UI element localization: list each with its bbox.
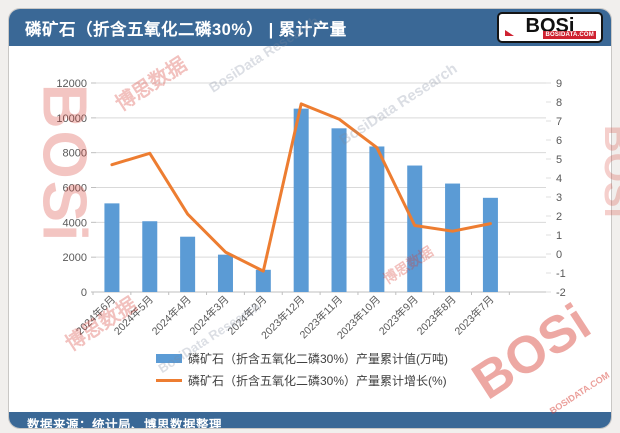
page-title: 磷矿石（折含五氧化二磷30%） | 累计产量 — [25, 20, 347, 39]
legend: 磷矿石（折含五氧化二磷30%）产量累计值(万吨) 磷矿石（折含五氧化二磷30%）… — [156, 350, 448, 389]
bar — [142, 221, 158, 292]
bar — [445, 183, 461, 292]
bar — [255, 269, 271, 292]
bar — [104, 203, 120, 292]
bar — [407, 165, 423, 292]
bar — [482, 197, 498, 292]
y-axis-label-left: 4000 — [63, 217, 87, 229]
legend-bar-label: 磷矿石（折含五氧化二磷30%）产量累计值(万吨) — [188, 352, 449, 366]
logo-text: BOSi — [525, 14, 575, 37]
footer-bar: 数据来源：统计局、博思数据整理 — [9, 412, 611, 429]
y-axis-label-right: 5 — [556, 154, 562, 166]
y-axis-label-left: 0 — [81, 287, 87, 299]
x-axis-label: 2024年6月 — [73, 293, 118, 338]
y-axis-label-right: 3 — [556, 192, 562, 204]
legend-bar-swatch — [156, 354, 182, 363]
data-source-text: 数据来源：统计局、博思数据整理 — [27, 418, 223, 429]
chart-area: 0 2000 4000 6000 8000 10000 12000 -2 -1 0 1 2 3 4 5 6 7 8… — [9, 46, 611, 412]
logo-site-text: BOSIDATA.COM — [543, 31, 596, 39]
y-axis-label-right: 8 — [556, 97, 562, 109]
y-axis-label-left: 12000 — [56, 78, 87, 90]
bar — [331, 128, 347, 292]
y-axis-label-right: -2 — [556, 287, 566, 299]
y-axis-label-left: 6000 — [63, 183, 87, 195]
x-axis-label: 2024年5月 — [111, 293, 156, 338]
y-axis-label-right: 7 — [556, 116, 562, 128]
bar — [369, 146, 385, 292]
header-bar: 磷矿石（折含五氧化二磷30%） | 累计产量 BOSi BOSIDATA.COM — [9, 9, 611, 46]
y-axis-label-left: 2000 — [63, 252, 87, 264]
y-axis-label-left: 10000 — [56, 113, 87, 125]
legend-item-bar: 磷矿石（折含五氧化二磷30%）产量累计值(万吨) — [156, 350, 448, 367]
combo-chart: 0 2000 4000 6000 8000 10000 12000 -2 -1 0 1 2 3 4 5 6 7 8… — [56, 78, 566, 342]
logo-triangle-icon — [505, 30, 514, 36]
y-axis-label-right: 9 — [556, 78, 562, 90]
x-axis-label: 2023年7月 — [452, 293, 497, 338]
legend-item-line: 磷矿石（折含五氧化二磷30%）产量累计增长(%) — [156, 372, 448, 389]
x-axis-label: 2023年9月 — [376, 293, 421, 338]
bosi-logo: BOSi BOSIDATA.COM — [497, 12, 603, 43]
x-axis-label: 2024年4月 — [149, 293, 194, 338]
y-axis-label-left: 8000 — [63, 148, 87, 160]
y-axis-label-right: 1 — [556, 230, 562, 242]
legend-line-swatch — [156, 379, 182, 382]
bar — [180, 236, 196, 292]
chart-card: 磷矿石（折含五氧化二磷30%） | 累计产量 BOSi BOSIDATA.COM… — [8, 8, 612, 429]
y-axis-label-right: 2 — [556, 211, 562, 223]
legend-line-label: 磷矿石（折含五氧化二磷30%）产量累计增长(%) — [188, 374, 447, 388]
x-axis-label: 2024年3月 — [187, 293, 232, 338]
x-axis-label: 2023年8月 — [414, 293, 459, 338]
y-axis-label-right: 4 — [556, 173, 562, 185]
y-axis-label-right: 0 — [556, 249, 562, 261]
y-axis-label-right: 6 — [556, 135, 562, 147]
trend-line — [110, 102, 492, 273]
y-axis-label-right: -1 — [556, 268, 566, 280]
bar — [293, 108, 309, 292]
bar — [217, 254, 233, 292]
